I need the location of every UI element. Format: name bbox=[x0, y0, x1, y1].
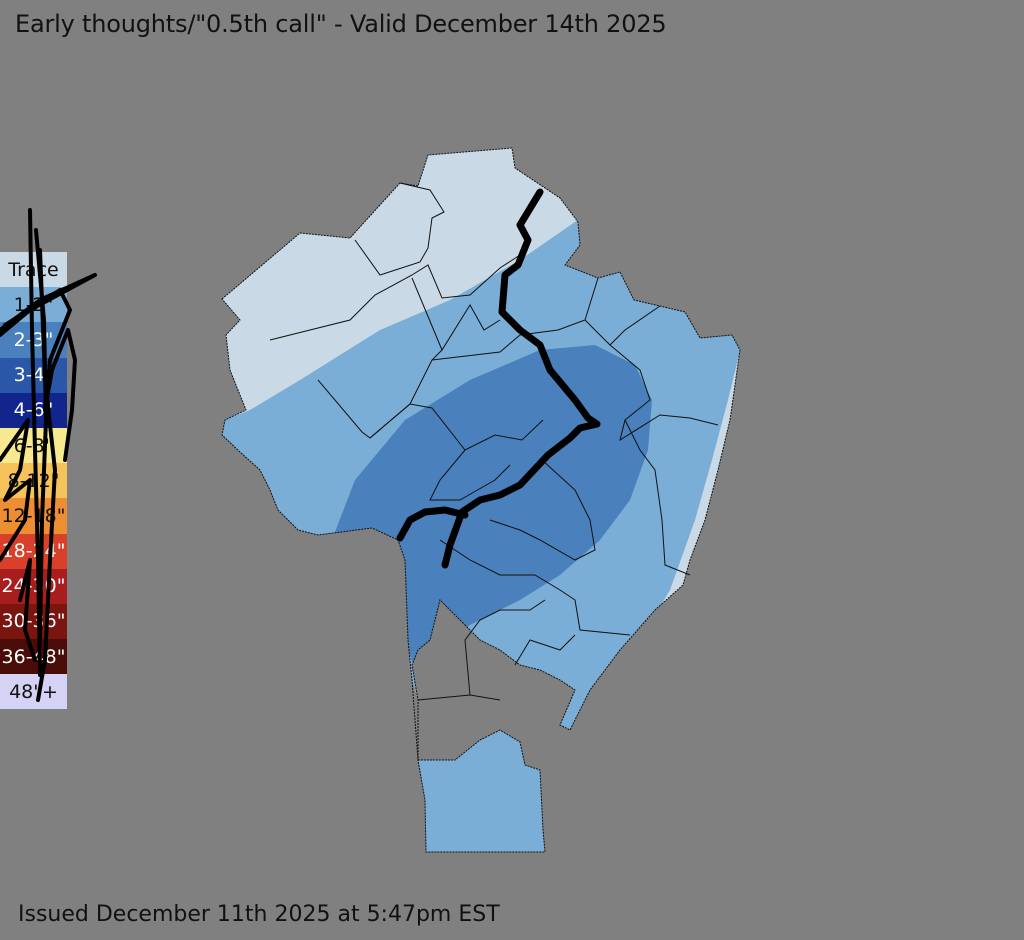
legend-item: 2-3" bbox=[0, 322, 67, 358]
county-boundaries bbox=[221, 147, 741, 853]
legend-item: 8-12" bbox=[0, 463, 67, 499]
legend-item: 18-24" bbox=[0, 533, 67, 569]
legend-item: 3-4" bbox=[0, 357, 67, 393]
legend-item: 4-6" bbox=[0, 392, 67, 428]
band-2-3-inch bbox=[330, 345, 652, 670]
legend-item: 24-30" bbox=[0, 568, 67, 604]
map-title: Early thoughts/"0.5th call" - Valid Dece… bbox=[15, 10, 667, 38]
legend-item: Trace bbox=[0, 252, 67, 288]
legend-item: 6-8" bbox=[0, 427, 67, 464]
issued-timestamp: Issued December 11th 2025 at 5:47pm EST bbox=[18, 902, 500, 927]
legend: Trace 1-2" 2-3" 3-4" 4-6" 6-8" 8-12" 12-18" 18-2… bbox=[0, 252, 67, 710]
legend-item: 1-2" bbox=[0, 287, 67, 323]
rain-snow-line-branch bbox=[396, 506, 469, 542]
legend-item: 30-36" bbox=[0, 603, 67, 640]
legend-item: 36-48" bbox=[0, 639, 67, 675]
legend-item: 12-18" bbox=[0, 498, 67, 534]
legend-item: 48"+ bbox=[0, 674, 67, 710]
rain-snow-line bbox=[441, 188, 601, 569]
